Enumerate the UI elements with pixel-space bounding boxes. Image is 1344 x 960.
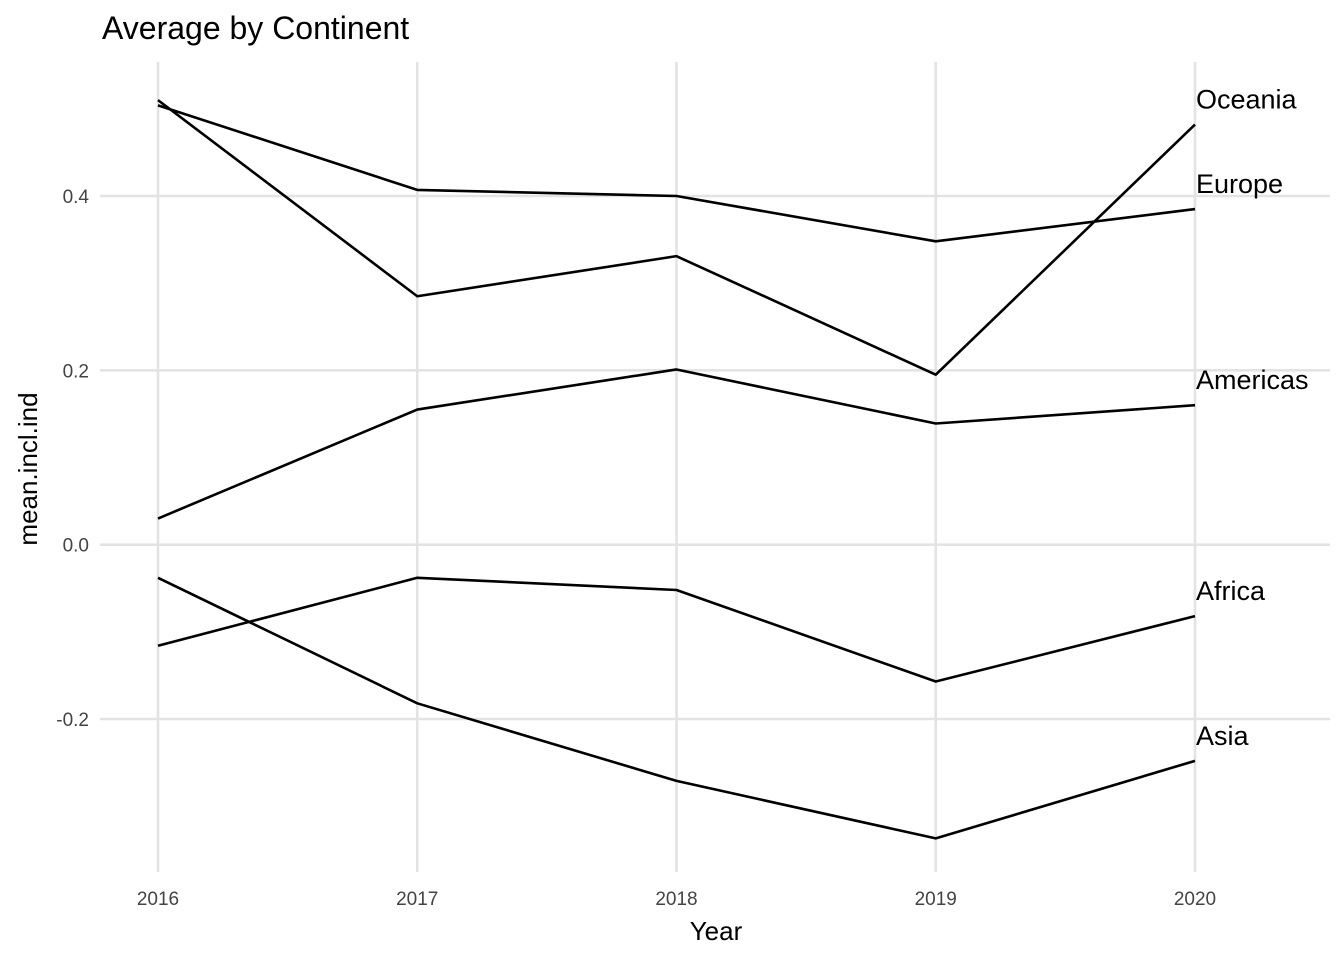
y-tick-label: -0.2 (56, 710, 89, 731)
series-line-oceania (157, 99, 1196, 376)
x-tick-label: 2019 (915, 889, 957, 910)
series-label-asia: Asia (1196, 721, 1250, 751)
x-tick-label: 2017 (396, 889, 438, 910)
x-tick-label: 2020 (1174, 889, 1216, 910)
series-label-africa: Africa (1196, 576, 1266, 606)
series-line-africa (157, 576, 1196, 683)
series-label-oceania: Oceania (1196, 85, 1298, 115)
series-line-europe (157, 104, 1196, 243)
grid (100, 62, 1330, 872)
x-axis-title: Year (690, 916, 743, 946)
series-line-americas (157, 368, 1196, 520)
series-lines (157, 99, 1196, 840)
series-labels: Oceania Europe Americas Africa Asia (1196, 85, 1309, 751)
chart-title: Average by Continent (102, 10, 409, 46)
series-line-asia (157, 576, 1196, 840)
axis-ticks: 2016 2017 2018 2019 2020 -0.2 0.0 0.2 0.4 (56, 187, 1216, 910)
y-tick-label: 0.0 (63, 536, 89, 557)
x-tick-label: 2016 (137, 889, 179, 910)
series-label-europe: Europe (1196, 169, 1283, 199)
y-tick-label: 0.4 (63, 187, 90, 208)
series-label-americas: Americas (1196, 365, 1309, 395)
x-tick-label: 2018 (655, 889, 697, 910)
y-tick-label: 0.2 (63, 361, 89, 382)
y-axis-title: mean.incl.ind (13, 392, 43, 545)
